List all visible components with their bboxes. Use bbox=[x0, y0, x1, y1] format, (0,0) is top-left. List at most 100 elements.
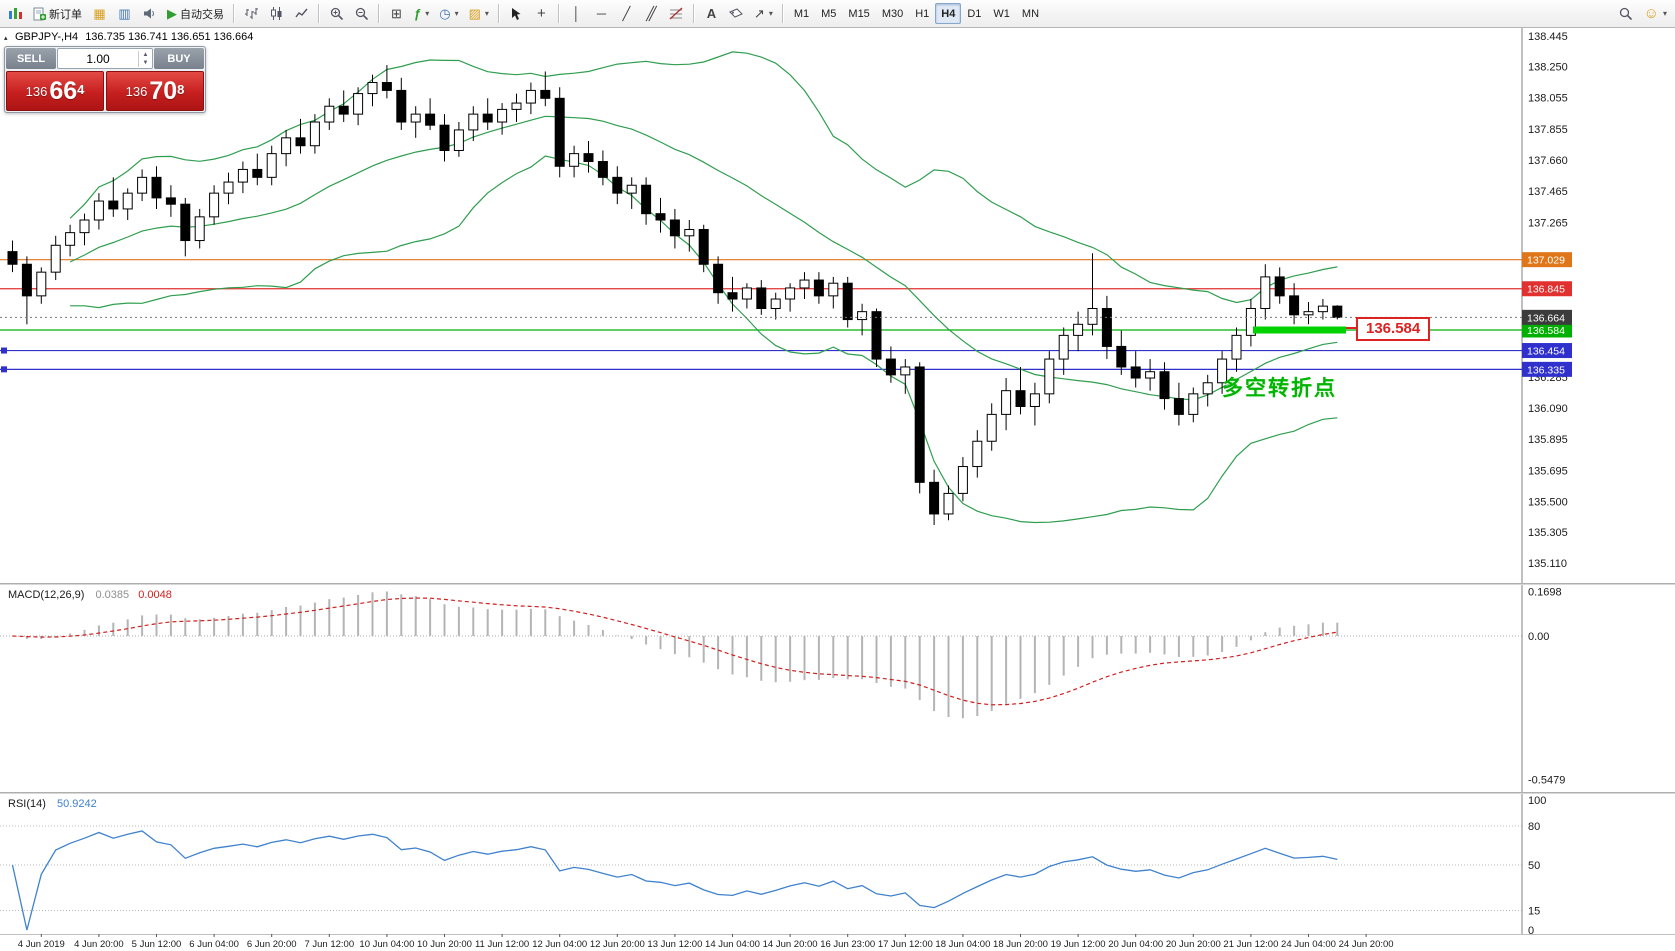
sell-price-button[interactable]: 136 66 4 bbox=[6, 71, 104, 111]
svg-text:135.500: 135.500 bbox=[1528, 496, 1568, 508]
macd-panel[interactable]: 0.1698 0.00 -0.5479 bbox=[0, 585, 1675, 792]
logo-icon bbox=[9, 8, 22, 19]
buy-label-button[interactable]: BUY bbox=[154, 48, 204, 69]
panel-separator[interactable] bbox=[0, 583, 1675, 585]
zoom-out-icon bbox=[355, 7, 368, 20]
macd-main-value: 0.0385 bbox=[95, 589, 130, 601]
svg-text:16 Jun 23:00: 16 Jun 23:00 bbox=[820, 939, 875, 950]
symbol-label: GBPJPY-,H4 bbox=[15, 31, 79, 43]
svg-text:24 Jun 20:00: 24 Jun 20:00 bbox=[1339, 939, 1394, 950]
app-logo-icon[interactable] bbox=[4, 2, 27, 25]
panel-separator[interactable] bbox=[0, 792, 1675, 794]
periods-button[interactable]: ◷ ▾ bbox=[435, 2, 462, 25]
tf-m15-button[interactable]: M15 bbox=[842, 3, 875, 24]
spinner-up-icon[interactable]: ▲ bbox=[142, 51, 149, 58]
svg-text:13 Jun 12:00: 13 Jun 12:00 bbox=[647, 939, 702, 950]
alerts-button[interactable] bbox=[138, 2, 161, 25]
profiles-icon: ▥ bbox=[118, 6, 131, 21]
svg-text:137.465: 137.465 bbox=[1528, 186, 1568, 198]
macd-header: MACD(12,26,9) 0.0385 0.0048 bbox=[8, 589, 172, 601]
vertical-line-icon: │ bbox=[572, 6, 581, 21]
svg-text:135.110: 135.110 bbox=[1528, 558, 1567, 570]
bollinger-bands bbox=[69, 51, 1338, 524]
svg-text:14 Jun 04:00: 14 Jun 04:00 bbox=[705, 939, 760, 950]
fibonacci-button[interactable] bbox=[665, 2, 688, 25]
charts-button[interactable]: ▦ bbox=[88, 2, 111, 25]
sell-label-button[interactable]: SELL bbox=[6, 48, 56, 69]
cursor-button[interactable] bbox=[505, 2, 528, 25]
svg-text:12 Jun 04:00: 12 Jun 04:00 bbox=[532, 939, 587, 950]
buy-price-pip: 8 bbox=[177, 81, 185, 97]
price-callout[interactable]: 136.584 bbox=[1356, 317, 1431, 341]
autotrading-button[interactable]: ▶ 自动交易 bbox=[163, 2, 228, 25]
buy-price-small: 136 bbox=[125, 83, 148, 99]
zoom-out-button[interactable] bbox=[350, 2, 373, 25]
svg-text:136.845: 136.845 bbox=[1527, 284, 1565, 296]
buy-price-button[interactable]: 136 70 8 bbox=[106, 71, 204, 111]
candle-chart-type-button[interactable] bbox=[265, 2, 288, 25]
arrows-button[interactable]: ↗ ▾ bbox=[750, 2, 777, 25]
macd-histogram bbox=[25, 591, 1339, 719]
rsi-panel[interactable]: 100 80 50 15 0 bbox=[0, 794, 1675, 934]
zoom-in-button[interactable] bbox=[325, 2, 348, 25]
quote-collapse-icon[interactable]: ▴ bbox=[4, 35, 8, 42]
tf-m1-button[interactable]: M1 bbox=[788, 3, 815, 24]
tile-windows-button[interactable]: ⊞ bbox=[385, 2, 408, 25]
new-order-button[interactable]: 新订单 bbox=[29, 2, 86, 25]
line-chart-type-button[interactable] bbox=[290, 2, 313, 25]
indicators-button[interactable]: ƒ ▾ bbox=[410, 2, 433, 25]
text-button[interactable]: A bbox=[700, 2, 723, 25]
help-button[interactable]: ☺ ▾ bbox=[1640, 2, 1671, 25]
price-axis[interactable]: 138.445 138.250 138.055 137.855 137.660 137.4… bbox=[1521, 28, 1568, 583]
chevron-down-icon: ▾ bbox=[768, 9, 773, 18]
rsi-value: 50.9242 bbox=[56, 798, 97, 810]
label-button[interactable] bbox=[725, 2, 748, 25]
svg-text:135.695: 135.695 bbox=[1528, 465, 1568, 477]
tf-m30-button[interactable]: M30 bbox=[876, 3, 909, 24]
trendline-button[interactable]: ╱ bbox=[615, 2, 638, 25]
price-tag: 136.664 bbox=[1522, 309, 1572, 325]
profiles-button[interactable]: ▥ bbox=[113, 2, 136, 25]
support-bar[interactable] bbox=[1253, 326, 1346, 334]
svg-text:136.335: 136.335 bbox=[1527, 364, 1565, 376]
tf-d1-button[interactable]: D1 bbox=[961, 3, 987, 24]
arrow-object-icon: ↗ bbox=[753, 6, 765, 21]
sell-price-small: 136 bbox=[25, 83, 48, 99]
tf-h4-button[interactable]: H4 bbox=[935, 3, 962, 24]
line-handle[interactable] bbox=[1, 366, 7, 373]
crosshair-button[interactable]: + bbox=[530, 2, 553, 25]
svg-text:17 Jun 12:00: 17 Jun 12:00 bbox=[878, 939, 933, 950]
svg-text:136.664: 136.664 bbox=[1527, 312, 1565, 324]
toolbar-separator bbox=[318, 4, 320, 23]
label-tag-icon bbox=[729, 7, 744, 18]
macd-signal-value: 0.0048 bbox=[138, 589, 172, 601]
line-handle[interactable] bbox=[1, 347, 7, 354]
svg-text:20 Jun 04:00: 20 Jun 04:00 bbox=[1108, 939, 1163, 950]
ohlc-values: 136.735 136.741 136.651 136.664 bbox=[85, 31, 254, 43]
templates-button[interactable]: ▨ ▾ bbox=[465, 2, 493, 25]
svg-text:18 Jun 04:00: 18 Jun 04:00 bbox=[935, 939, 990, 950]
line-chart-icon bbox=[295, 8, 308, 18]
volume-input[interactable] bbox=[58, 50, 138, 67]
tf-h1-button[interactable]: H1 bbox=[909, 3, 935, 24]
main-chart[interactable]: 138.445 138.250 138.055 137.855 137.660 137.4… bbox=[0, 28, 1675, 583]
tf-w1-button[interactable]: W1 bbox=[987, 3, 1016, 24]
search-button[interactable] bbox=[1615, 2, 1638, 25]
toolbar-separator bbox=[497, 4, 500, 23]
channel-button[interactable]: ╱╱ bbox=[640, 2, 663, 25]
svg-text:138.445: 138.445 bbox=[1528, 31, 1568, 43]
tf-mn-button[interactable]: MN bbox=[1016, 3, 1045, 24]
turning-point-note[interactable]: 多空转折点 bbox=[1222, 377, 1337, 400]
new-order-icon bbox=[33, 7, 46, 20]
tf-m5-button[interactable]: M5 bbox=[815, 3, 842, 24]
svg-text:80: 80 bbox=[1528, 821, 1540, 833]
bar-chart-type-button[interactable] bbox=[240, 2, 263, 25]
horizontal-line-button[interactable]: ─ bbox=[590, 2, 613, 25]
time-axis[interactable]: 4 Jun 2019 4 Jun 20:00 5 Jun 12:00 6 Jun 04… bbox=[0, 934, 1675, 951]
svg-text:19 Jun 12:00: 19 Jun 12:00 bbox=[1051, 939, 1106, 950]
vertical-line-button[interactable]: │ bbox=[565, 2, 588, 25]
bb-lower bbox=[70, 155, 1338, 524]
chevron-down-icon: ▾ bbox=[484, 9, 489, 18]
spinner-down-icon[interactable]: ▼ bbox=[142, 59, 149, 66]
